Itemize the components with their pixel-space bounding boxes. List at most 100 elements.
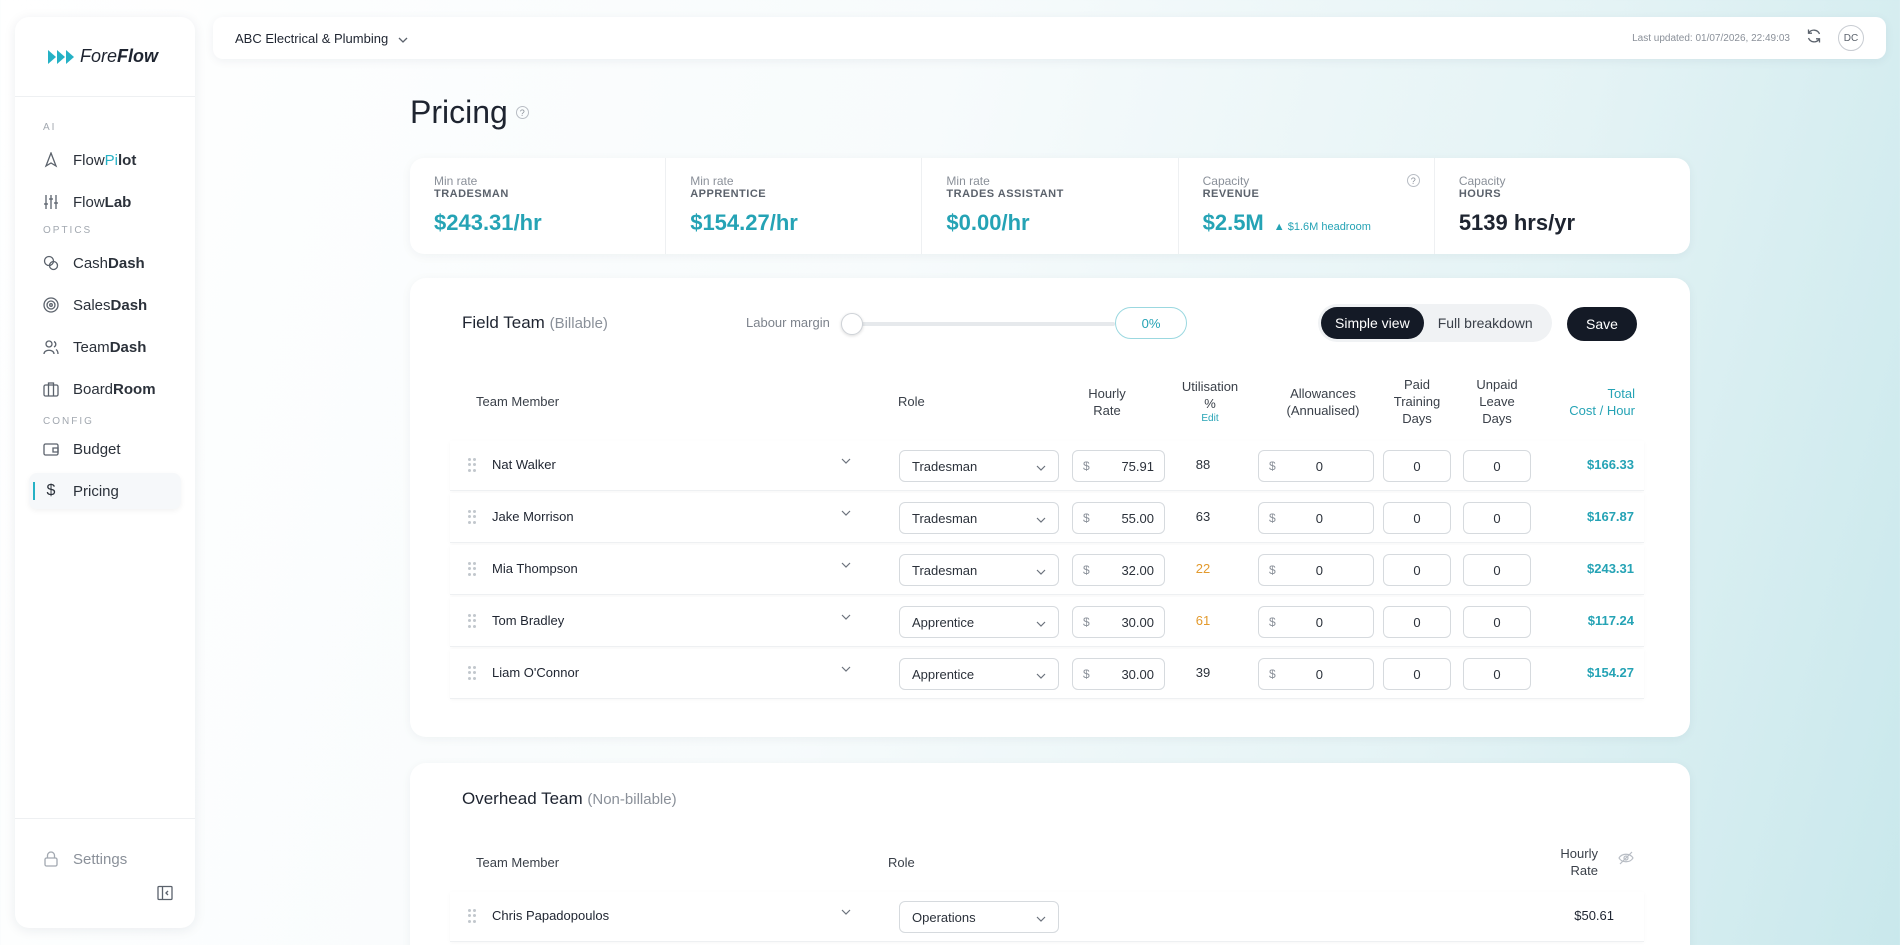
drag-handle-icon[interactable] xyxy=(468,666,476,680)
utilisation-value: 39 xyxy=(1195,665,1211,680)
member-name: Tom Bradley xyxy=(492,613,565,628)
role-select[interactable]: Tradesman xyxy=(899,554,1059,586)
sidebar-item-flowpilot[interactable]: FlowPilot xyxy=(29,142,181,178)
page-title: Pricing ? xyxy=(410,94,529,131)
sidebar-item-label: Pricing xyxy=(73,482,119,500)
stat-value: $154.27/hr xyxy=(690,210,798,235)
labour-margin-slider[interactable] xyxy=(841,313,1115,335)
sidebar: ForeFlow AI FlowPilot FlowLab OPTICS Cas… xyxy=(15,17,195,928)
role-select[interactable]: Tradesman xyxy=(899,502,1059,534)
hourly-rate-input[interactable]: $30.00 xyxy=(1072,658,1165,690)
chevron-down-icon[interactable] xyxy=(841,611,851,623)
table-row: Liam O'Connor Apprentice $30.00 39 $0 0 0 $154.… xyxy=(450,649,1644,699)
save-button[interactable]: Save xyxy=(1567,307,1637,341)
stat-sub: REVENUE xyxy=(1202,188,1260,200)
chevron-down-icon xyxy=(398,31,408,46)
paid-training-input[interactable]: 0 xyxy=(1383,450,1451,482)
sidebar-item-label: Settings xyxy=(73,850,128,868)
sidebar-item-budget[interactable]: Budget xyxy=(29,431,181,467)
paid-training-input[interactable]: 0 xyxy=(1383,502,1451,534)
rocket-icon xyxy=(43,152,59,168)
role-select[interactable]: Tradesman xyxy=(899,450,1059,482)
sidebar-item-cashdash[interactable]: CashDash xyxy=(29,245,181,281)
sidebar-item-boardroom[interactable]: BoardRoom xyxy=(29,371,181,407)
hourly-rate-input[interactable]: $30.00 xyxy=(1072,606,1165,638)
sidebar-item-pricing[interactable]: $ Pricing xyxy=(29,473,181,509)
total-cost-value: $117.24 xyxy=(1587,613,1634,628)
role-select[interactable]: Apprentice xyxy=(899,658,1059,690)
coins-icon xyxy=(43,255,59,271)
overhead-team-title: Overhead Team (Non-billable) xyxy=(462,789,677,808)
unpaid-leave-input[interactable]: 0 xyxy=(1463,450,1531,482)
drag-handle-icon[interactable] xyxy=(468,562,476,576)
wallet-icon xyxy=(43,441,59,457)
help-icon[interactable]: ? xyxy=(515,106,529,119)
unpaid-leave-input[interactable]: 0 xyxy=(1463,554,1531,586)
stat-label: Capacity xyxy=(1458,174,1506,188)
chevron-down-icon[interactable] xyxy=(841,455,851,467)
simple-view-tab[interactable]: Simple view xyxy=(1321,307,1424,339)
drag-handle-icon[interactable] xyxy=(468,614,476,628)
full-breakdown-tab[interactable]: Full breakdown xyxy=(1437,315,1533,331)
drag-handle-icon[interactable] xyxy=(468,510,476,524)
labour-margin-value[interactable]: 0% xyxy=(1115,307,1187,339)
stat-sub: TRADESMAN xyxy=(434,188,509,200)
brand-name: ForeFlow xyxy=(80,46,159,66)
drag-handle-icon[interactable] xyxy=(468,458,476,472)
sidebar-item-label: Budget xyxy=(73,440,121,458)
sidebar-item-flowlab[interactable]: FlowLab xyxy=(29,184,181,220)
unpaid-leave-input[interactable]: 0 xyxy=(1463,658,1531,690)
utilisation-value: 88 xyxy=(1195,457,1211,472)
refresh-icon[interactable] xyxy=(1806,28,1822,49)
chevron-down-icon[interactable] xyxy=(841,507,851,519)
chevron-down-icon[interactable] xyxy=(841,906,851,918)
col-team-member: Team Member xyxy=(476,394,560,409)
slider-handle[interactable] xyxy=(841,313,863,335)
total-cost-value: $243.31 xyxy=(1587,561,1634,576)
utilisation-edit-link[interactable]: Edit xyxy=(1201,413,1219,424)
stat-sub: TRADES ASSISTANT xyxy=(946,188,1064,200)
unpaid-leave-input[interactable]: 0 xyxy=(1463,606,1531,638)
allowances-input[interactable]: $0 xyxy=(1258,554,1374,586)
total-cost-value: $154.27 xyxy=(1587,665,1634,680)
drag-handle-icon[interactable] xyxy=(468,909,476,923)
chevron-down-icon xyxy=(1036,511,1046,526)
paid-training-input[interactable]: 0 xyxy=(1383,606,1451,638)
chevron-down-icon[interactable] xyxy=(841,663,851,675)
paid-training-input[interactable]: 0 xyxy=(1383,658,1451,690)
allowances-input[interactable]: $0 xyxy=(1258,450,1374,482)
help-icon[interactable]: ? xyxy=(1406,174,1420,187)
role-select[interactable]: Apprentice xyxy=(899,606,1059,638)
avatar[interactable]: DC xyxy=(1838,25,1864,51)
sidebar-footer: Settings xyxy=(15,818,195,928)
stat-value: 5139 hrs/yr xyxy=(1458,210,1576,235)
allowances-input[interactable]: $0 xyxy=(1258,502,1374,534)
field-team-title: Field Team (Billable) xyxy=(462,313,608,332)
chevron-down-icon xyxy=(1036,910,1046,925)
hide-column-icon[interactable] xyxy=(1618,851,1634,870)
stat-sub: APPRENTICE xyxy=(690,188,767,200)
sidebar-item-settings[interactable]: Settings xyxy=(29,841,181,877)
chevron-down-icon xyxy=(1036,615,1046,630)
hourly-rate-input[interactable]: $55.00 xyxy=(1072,502,1165,534)
allowances-input[interactable]: $0 xyxy=(1258,606,1374,638)
hourly-rate-input[interactable]: $75.91 xyxy=(1072,450,1165,482)
company-selector[interactable]: ABC Electrical & Plumbing xyxy=(235,31,408,46)
logo-chevrons-icon xyxy=(48,49,74,64)
sidebar-item-salesdash[interactable]: SalesDash xyxy=(29,287,181,323)
chevron-down-icon[interactable] xyxy=(841,559,851,571)
hourly-rate-input[interactable]: $32.00 xyxy=(1072,554,1165,586)
allowances-input[interactable]: $0 xyxy=(1258,658,1374,690)
collapse-sidebar-icon[interactable] xyxy=(157,885,173,906)
brand-logo[interactable]: ForeFlow xyxy=(15,17,195,97)
member-name: Mia Thompson xyxy=(492,561,578,576)
unpaid-leave-input[interactable]: 0 xyxy=(1463,502,1531,534)
paid-training-input[interactable]: 0 xyxy=(1383,554,1451,586)
table-row: Nat Walker Tradesman $75.91 88 $0 0 0 $166.33 xyxy=(450,441,1644,491)
table-row: Mia Thompson Tradesman $32.00 22 $0 0 0 $243.31 xyxy=(450,545,1644,595)
stat-capacity-revenue: Capacity REVENUE $2.5M ▲ $1.6M headroom ? xyxy=(1179,158,1435,254)
sidebar-item-teamdash[interactable]: TeamDash xyxy=(29,329,181,365)
sidebar-item-label: TeamDash xyxy=(73,338,147,356)
stat-label: Capacity xyxy=(1202,174,1250,188)
role-select[interactable]: Operations xyxy=(899,901,1059,933)
